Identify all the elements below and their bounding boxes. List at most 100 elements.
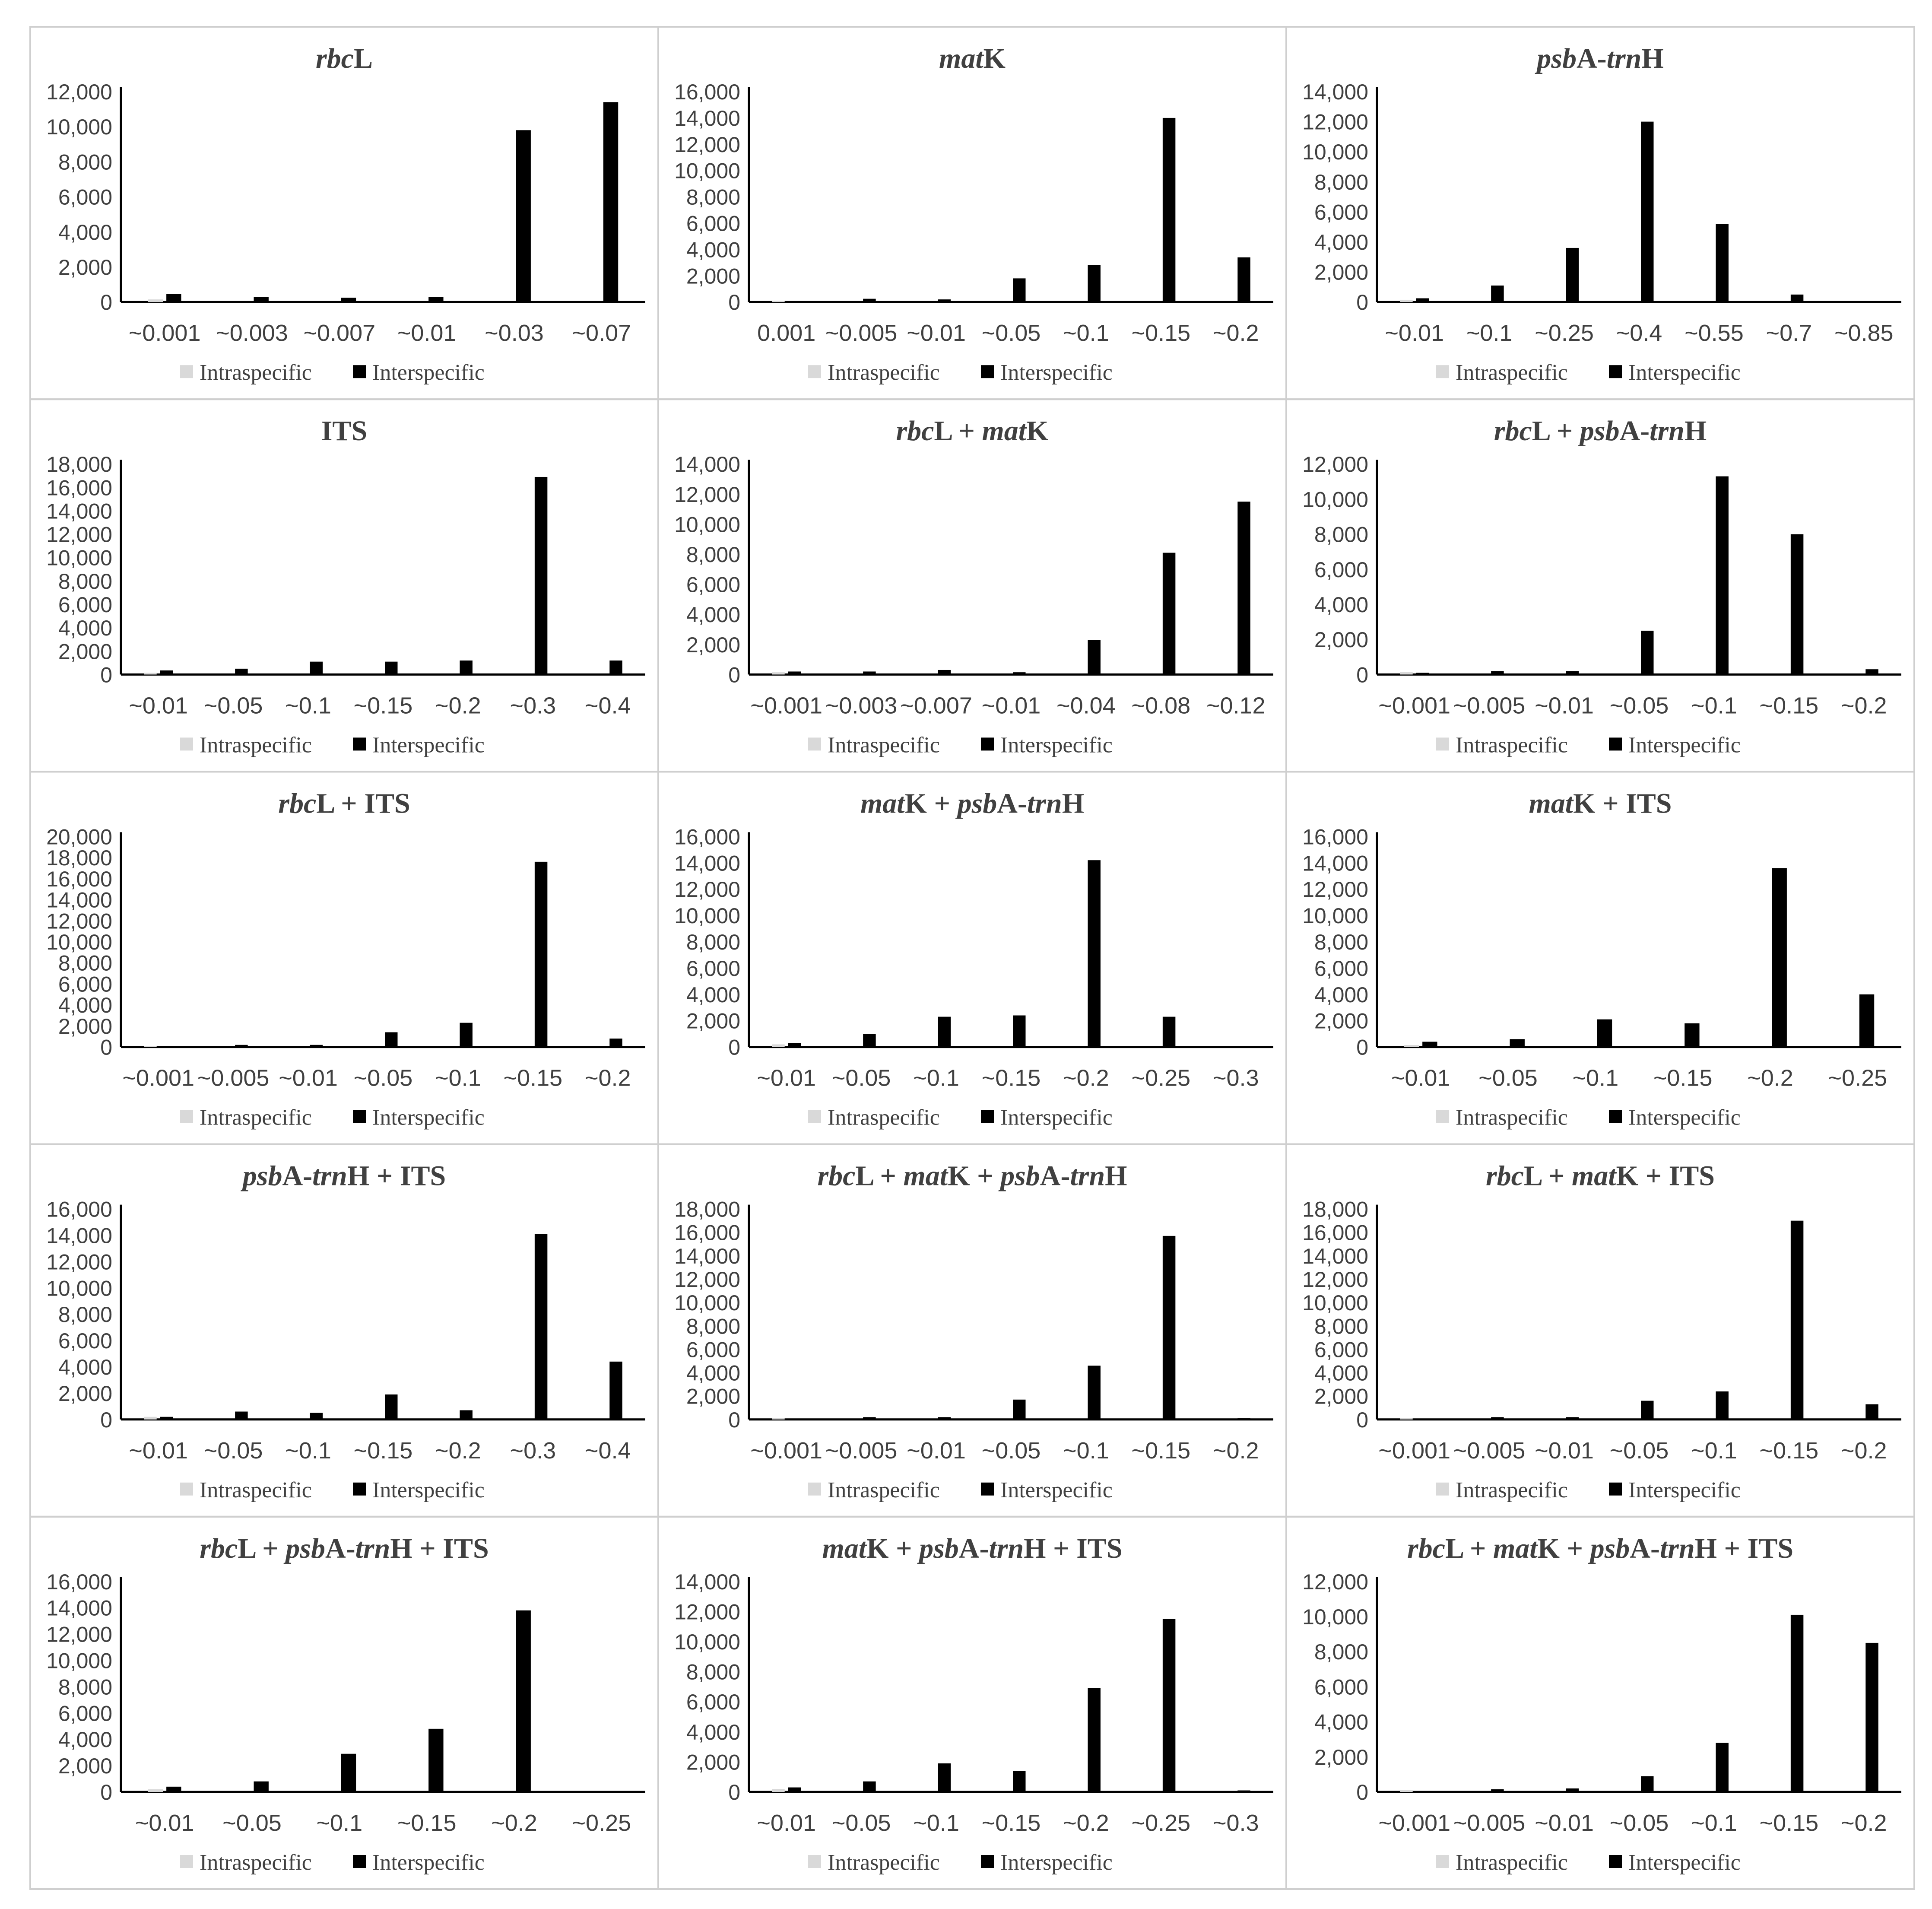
- x-tick-label: ~0.15: [397, 1810, 457, 1836]
- y-tick-label: 10,000: [46, 1276, 112, 1300]
- chart-title-part: trn: [1027, 788, 1062, 819]
- x-tick-label: ~0.3: [1213, 1810, 1259, 1836]
- bar-interspecific: [428, 297, 444, 302]
- chart-title-part: trn: [1650, 415, 1685, 447]
- legend-label-intraspecific: Intraspecific: [200, 360, 312, 385]
- chart-title-part: A-: [959, 1533, 989, 1564]
- x-tick-label: ~0.4: [585, 1438, 631, 1464]
- x-tick-label: ~0.4: [585, 692, 631, 718]
- y-tick-label: 8,000: [1314, 523, 1368, 547]
- y-tick-label: 10,000: [674, 159, 740, 183]
- bar-interspecific: [1865, 1642, 1878, 1792]
- x-tick-label: ~0.3: [1213, 1065, 1259, 1091]
- y-tick-label: 2,000: [58, 1382, 112, 1406]
- bar-interspecific: [1566, 1417, 1579, 1420]
- y-tick-label: 10,000: [46, 930, 112, 954]
- y-tick-label: 12,000: [46, 523, 112, 547]
- bar-interspecific: [1716, 1391, 1729, 1420]
- chart-title: rbcL + matK: [896, 415, 1048, 447]
- x-tick-label: ~0.05: [982, 1438, 1041, 1464]
- x-tick-label: ~0.1: [1691, 1438, 1737, 1464]
- bar-interspecific: [1088, 640, 1101, 675]
- y-tick-label: 2,000: [686, 264, 740, 288]
- bar-interspecific: [1237, 257, 1250, 302]
- bar-interspecific: [534, 1234, 548, 1420]
- x-tick-label: ~0.3: [510, 1438, 556, 1464]
- legend-swatch-interspecific: [981, 737, 994, 751]
- x-tick-label: ~0.01: [279, 1065, 338, 1091]
- x-tick-label: ~0.1: [1691, 1810, 1737, 1836]
- bar-interspecific: [1790, 534, 1804, 675]
- y-tick-label: 16,000: [674, 825, 740, 849]
- legend-swatch-intraspecific: [1436, 1855, 1449, 1868]
- chart-title-part: A-: [325, 1533, 355, 1564]
- legend-swatch-interspecific: [1609, 365, 1622, 378]
- y-tick-label: 2,000: [58, 639, 112, 664]
- chart-title-part: trn: [312, 1160, 347, 1192]
- x-tick-label: ~0.01: [129, 692, 188, 718]
- legend-label-intraspecific: Intraspecific: [828, 1105, 940, 1130]
- chart-title-part: H + ITS: [347, 1160, 446, 1192]
- bar-interspecific: [938, 670, 951, 675]
- chart-title: rbcL + psbA-trnH: [1494, 415, 1707, 447]
- chart-title-part: rbc: [1407, 1533, 1445, 1564]
- bar-interspecific: [1491, 1417, 1504, 1420]
- y-tick-label: 10,000: [674, 904, 740, 928]
- bar-intraspecific: [1400, 1790, 1413, 1792]
- x-tick-label: ~0.15: [1132, 320, 1191, 346]
- legend-swatch-intraspecific: [808, 1855, 821, 1868]
- bar-interspecific: [1641, 630, 1654, 675]
- x-tick-label: ~0.05: [1478, 1065, 1538, 1091]
- y-tick-label: 4,000: [58, 1355, 112, 1379]
- y-tick-label: 12,000: [1302, 110, 1368, 134]
- bar-interspecific: [1013, 1015, 1026, 1047]
- y-tick-label: 18,000: [46, 452, 112, 476]
- chart-title: rbcL + ITS: [278, 788, 410, 819]
- y-tick-label: 2,000: [58, 1754, 112, 1778]
- x-tick-label: ~0.15: [1760, 1438, 1819, 1464]
- bar-intraspecific: [772, 1789, 785, 1792]
- chart-title: rbcL + matK + psbA-trnH + ITS: [1407, 1533, 1793, 1564]
- bar-intraspecific: [1400, 672, 1413, 675]
- chart-title-part: trn: [1607, 43, 1642, 74]
- legend-swatch-interspecific: [981, 1855, 994, 1868]
- y-tick-label: 6,000: [1314, 558, 1368, 582]
- chart-title-part: K: [1026, 415, 1048, 447]
- y-tick-label: 6,000: [686, 1690, 740, 1714]
- bar-intraspecific: [148, 1789, 163, 1792]
- bar-interspecific: [254, 1781, 269, 1792]
- x-tick-label: ~0.1: [317, 1810, 363, 1836]
- y-tick-label: 2,000: [1314, 628, 1368, 652]
- bar-interspecific: [1237, 1418, 1250, 1420]
- y-tick-label: 2,000: [58, 255, 112, 280]
- y-tick-label: 0: [100, 1780, 112, 1804]
- y-tick-label: 2,000: [1314, 260, 1368, 285]
- y-tick-label: 4,000: [1314, 230, 1368, 254]
- chart-title: rbcL: [316, 43, 373, 74]
- x-tick-label: ~0.1: [1691, 692, 1737, 718]
- y-tick-label: 16,000: [46, 476, 112, 500]
- y-tick-label: 16,000: [46, 1570, 112, 1594]
- chart-title-part: rbc: [817, 1160, 855, 1192]
- chart-panel-1: rbcL 0 2,000 4,000 6,000 8,000 10,000 12,000 ~0.…: [29, 26, 659, 400]
- y-tick-label: 2,000: [1314, 1385, 1368, 1409]
- y-tick-label: 2,000: [686, 1385, 740, 1409]
- legend-swatch-intraspecific: [808, 1482, 821, 1496]
- y-tick-label: 16,000: [1302, 825, 1368, 849]
- chart-title-part: psb: [917, 1533, 959, 1564]
- y-tick-label: 6,000: [686, 956, 740, 981]
- y-tick-label: 6,000: [1314, 200, 1368, 224]
- chart-panel-3: psbA-trnH 0 2,000 4,000 6,000 8,000 10,000 12,0…: [1285, 26, 1915, 400]
- x-tick-label: ~0.05: [1610, 692, 1669, 718]
- y-tick-label: 4,000: [58, 1728, 112, 1752]
- bar-interspecific: [1088, 1688, 1101, 1792]
- bar-intraspecific: [772, 672, 785, 675]
- x-tick-label: ~0.2: [435, 692, 481, 718]
- y-tick-label: 6,000: [686, 212, 740, 236]
- bar-intraspecific: [144, 673, 157, 675]
- chart-title: ITS: [321, 415, 367, 447]
- legend-label-intraspecific: Intraspecific: [828, 733, 940, 757]
- chart-title-part: psb: [955, 788, 997, 819]
- bar-interspecific: [1013, 1399, 1026, 1420]
- bar-intraspecific: [772, 1044, 785, 1047]
